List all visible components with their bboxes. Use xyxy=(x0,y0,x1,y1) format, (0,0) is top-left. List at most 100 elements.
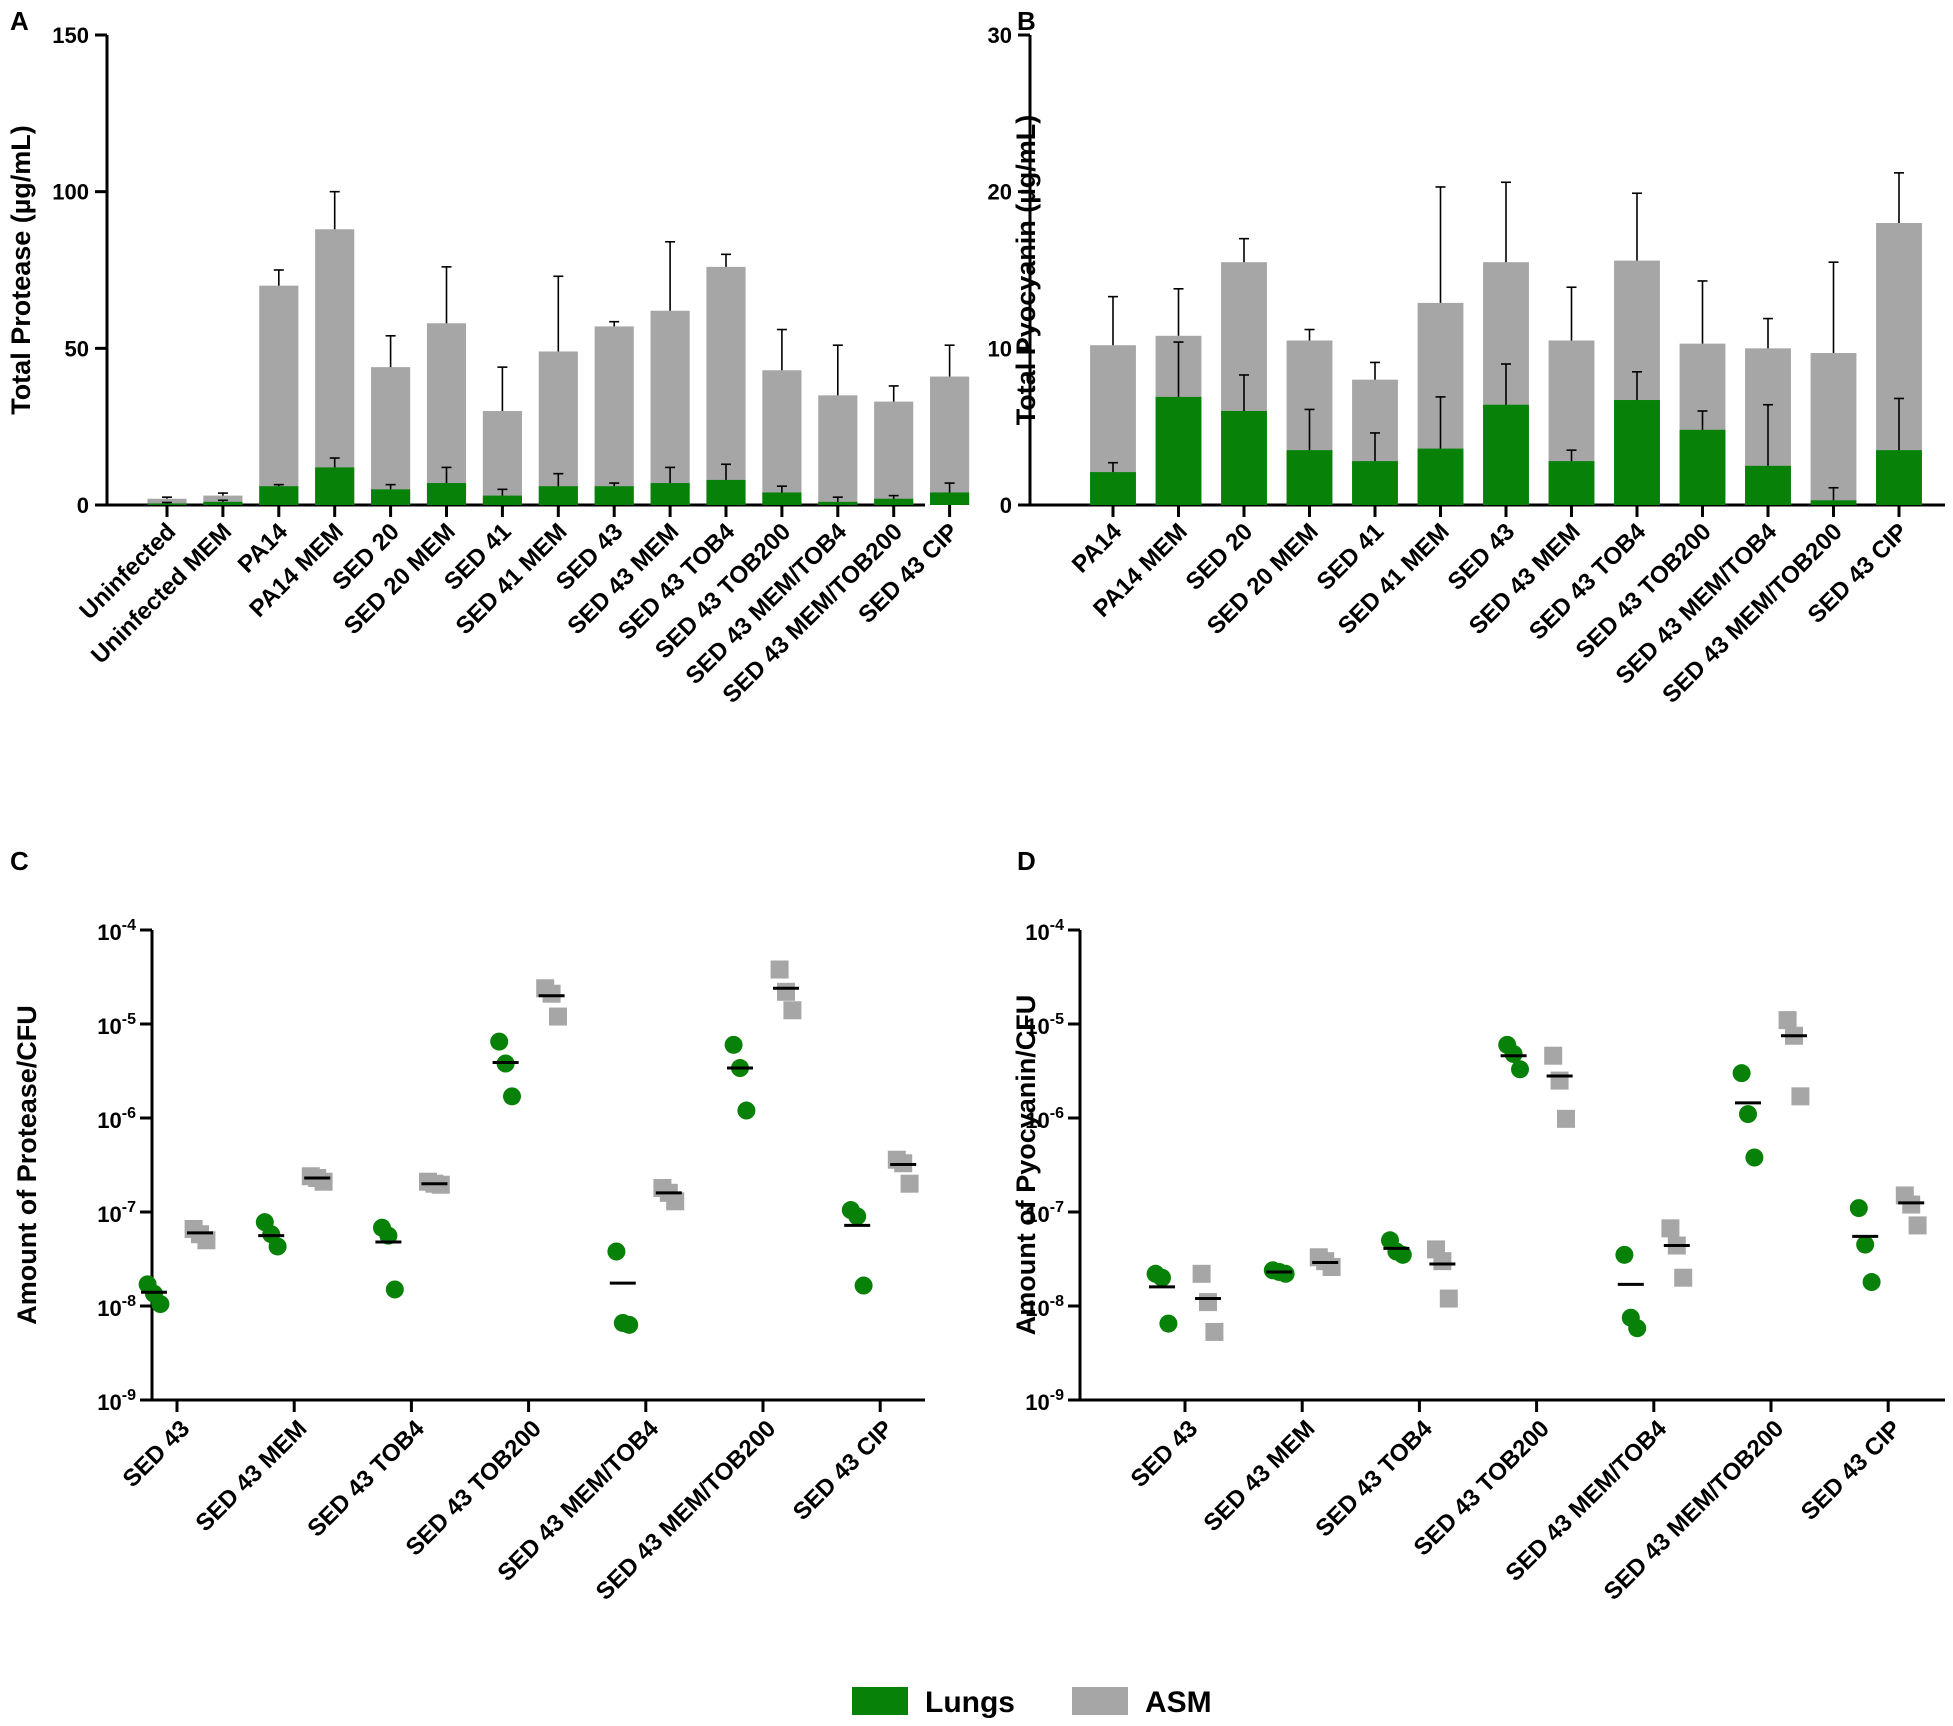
x-category-label: SED 43 CIP xyxy=(788,1415,899,1526)
y-tick-label: 10-6 xyxy=(1025,1105,1064,1133)
legend-lungs-swatch xyxy=(852,1687,908,1715)
y-tick-label: 50 xyxy=(65,336,89,361)
y-tick-label: 10-4 xyxy=(1025,917,1064,945)
asm-point xyxy=(1557,1109,1575,1128)
lungs-bar xyxy=(706,479,746,505)
y-tick-label: 10-8 xyxy=(1025,1293,1064,1321)
lungs-point xyxy=(1504,1044,1523,1063)
lungs-bar xyxy=(1090,472,1136,505)
lungs-point xyxy=(1628,1319,1647,1338)
lungs-point xyxy=(1739,1105,1757,1124)
panel-letter: A xyxy=(10,6,29,36)
lungs-point xyxy=(848,1207,867,1226)
lungs-bar xyxy=(1155,396,1202,505)
legend-lungs-label: Lungs xyxy=(925,1686,1015,1719)
lungs-bar xyxy=(1745,465,1791,505)
lungs-point xyxy=(503,1087,521,1106)
asm-point xyxy=(1674,1268,1693,1287)
lungs-bar xyxy=(1548,461,1595,505)
x-category-label: SED 43 xyxy=(1126,1415,1204,1493)
asm-point xyxy=(900,1174,919,1193)
asm-point xyxy=(1902,1195,1921,1214)
panel-d-pyocyanin-per-cfu-scatter: D Amount of Pyocyanin/CFU 10-9 10-8 10-7 10-6… xyxy=(1011,846,1945,1606)
asm-point xyxy=(542,984,561,1003)
lungs-point xyxy=(607,1242,626,1261)
y-axis-label: Amount of Protease/CFU xyxy=(12,1005,42,1325)
panel-c-protease-per-cfu-scatter: C Amount of Protease/CFU 10-9 10-8 10-7 10-6 1… xyxy=(10,846,925,1606)
y-axis-label: Total Pyocyanin (µg/mL) xyxy=(1011,115,1041,426)
lungs-point xyxy=(854,1276,873,1295)
x-category-label: SED 43 MEM xyxy=(1199,1415,1321,1537)
y-tick-label: 20 xyxy=(988,180,1012,205)
legend-asm-label: ASM xyxy=(1145,1686,1212,1719)
lungs-point xyxy=(1511,1060,1529,1079)
y-axis-label: Total Protease (µg/mL) xyxy=(6,125,36,415)
lungs-bar xyxy=(482,495,522,505)
lungs-bar xyxy=(371,489,411,505)
lungs-point xyxy=(1732,1064,1751,1083)
asm-point xyxy=(1433,1252,1452,1271)
asm-point xyxy=(1791,1087,1810,1106)
asm-point xyxy=(777,982,795,1001)
x-category-label: SED 43 TOB4 xyxy=(1310,1415,1438,1543)
asm-point xyxy=(1550,1071,1569,1090)
lungs-point xyxy=(379,1226,398,1245)
asm-point xyxy=(1778,1011,1797,1030)
lungs-bar xyxy=(1286,450,1333,505)
asm-point xyxy=(783,1001,802,1020)
lungs-bar xyxy=(426,483,467,505)
asm-bar xyxy=(259,285,299,505)
lungs-point xyxy=(1745,1148,1764,1167)
y-tick-label: 10-4 xyxy=(97,917,136,945)
asm-point xyxy=(314,1172,333,1191)
asm-point xyxy=(197,1231,216,1250)
lungs-bar xyxy=(650,483,690,505)
panel-letter: B xyxy=(1017,6,1036,36)
panel-letter: C xyxy=(10,846,29,876)
asm-point xyxy=(666,1192,685,1211)
lungs-point xyxy=(1276,1264,1295,1283)
lungs-bar xyxy=(1614,400,1660,505)
x-category-label: PA14 xyxy=(1067,518,1128,579)
lungs-point xyxy=(490,1032,509,1051)
lungs-bar xyxy=(315,467,355,505)
lungs-bar xyxy=(1483,404,1529,505)
y-tick-label: 30 xyxy=(988,23,1012,48)
lungs-point xyxy=(620,1315,639,1334)
lungs-bar xyxy=(203,501,243,505)
lungs-point xyxy=(724,1035,743,1054)
lungs-point xyxy=(268,1237,287,1256)
lungs-point xyxy=(1153,1268,1171,1287)
lungs-point xyxy=(737,1101,756,1120)
lungs-point xyxy=(1862,1273,1881,1292)
asm-point xyxy=(770,960,789,979)
y-tick-label: 100 xyxy=(52,180,89,205)
asm-bar xyxy=(818,395,858,505)
asm-point xyxy=(549,1007,567,1026)
asm-bar xyxy=(594,326,634,505)
x-category-label: SED 43 CIP xyxy=(1796,1415,1907,1526)
lungs-bar xyxy=(147,503,187,505)
legend-asm-swatch xyxy=(1072,1687,1128,1715)
lungs-point xyxy=(1393,1245,1412,1264)
lungs-point xyxy=(385,1280,404,1299)
lungs-point xyxy=(1856,1235,1875,1254)
asm-bar xyxy=(1810,353,1857,505)
y-tick-label: 10 xyxy=(988,336,1012,361)
x-category-label: SED 43 MEM xyxy=(191,1415,313,1537)
y-tick-label: 10-7 xyxy=(1025,1199,1064,1227)
asm-point xyxy=(1192,1264,1211,1283)
lungs-point xyxy=(1615,1245,1634,1264)
y-tick-label: 10-7 xyxy=(97,1199,136,1227)
asm-point xyxy=(1199,1293,1217,1312)
lungs-bar xyxy=(259,486,299,505)
y-tick-label: 0 xyxy=(77,493,89,518)
y-axis-label: Amount of Pyocyanin/CFU xyxy=(1011,995,1041,1336)
legend: Lungs ASM xyxy=(852,1686,1212,1719)
lungs-bar xyxy=(874,498,914,505)
y-tick-label: 10-9 xyxy=(1025,1387,1064,1415)
x-category-label: SED 43 TOB4 xyxy=(1524,518,1652,646)
